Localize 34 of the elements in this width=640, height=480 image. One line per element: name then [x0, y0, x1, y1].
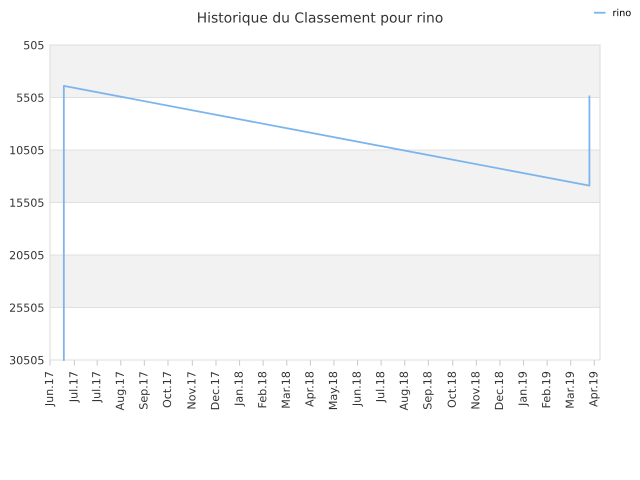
x-tick-label: Apr.18 — [305, 372, 316, 407]
x-tick-label: Nov.18 — [471, 372, 480, 409]
x-tick-label: Oct.17 — [162, 372, 172, 408]
x-tick-label: Jul.17 — [69, 372, 80, 403]
y-tick-label: 505 — [24, 40, 44, 50]
x-tick-label: Jan.18 — [234, 372, 245, 406]
x-tick-label: Sep.17 — [139, 372, 150, 409]
x-tick-label: May.18 — [328, 372, 340, 410]
x-tick-label: Jun.18 — [352, 372, 363, 407]
x-tick-label: Jan.19 — [518, 372, 529, 406]
y-tick-label: 20505 — [10, 250, 44, 260]
x-tick-label: Dec.18 — [494, 372, 504, 410]
x-tick-label: Sep.18 — [423, 372, 434, 409]
x-tick-label: Aug.17 — [116, 372, 126, 410]
x-tick-label: Jul.17 — [92, 372, 102, 403]
x-tick-label: Feb.18 — [258, 372, 266, 408]
legend-label: rino — [613, 8, 631, 16]
x-tick-label: Nov.17 — [187, 372, 196, 409]
x-tick-label: Jun.17 — [44, 372, 56, 407]
x-tick-label: Jul.18 — [376, 372, 386, 403]
x-tick-label: Mar.19 — [566, 372, 574, 408]
x-tick-label: Dec.17 — [210, 372, 220, 410]
chart-title: Historique du Classement pour rino — [198, 12, 443, 26]
y-tick-label: 25505 — [10, 303, 44, 312]
x-tick-label: Aug.18 — [400, 372, 410, 410]
line-series — [62, 84, 590, 361]
x-tick-label: Feb.19 — [542, 372, 550, 408]
x-tick-label: Apr.19 — [589, 372, 600, 407]
y-tick-label: 5505 — [17, 93, 44, 102]
y-tick-label: 30505 — [10, 356, 44, 364]
x-tick-label: Oct.18 — [448, 372, 456, 408]
y-tick-label: 10505 — [10, 146, 44, 154]
x-tick-label: Mar.18 — [282, 372, 290, 408]
y-tick-label: 15505 — [10, 198, 44, 207]
